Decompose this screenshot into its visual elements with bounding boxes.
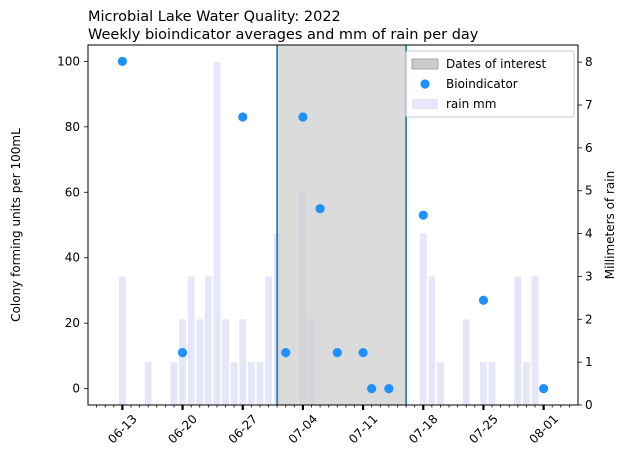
bioindicator-point — [281, 348, 291, 358]
interest-period-band — [277, 45, 407, 405]
x-tick-label: 07-11 — [346, 412, 381, 447]
rain-bar — [437, 362, 444, 405]
legend-swatch-rain — [412, 99, 438, 109]
y2-tick-label: 7 — [585, 98, 593, 112]
legend-label-rain: rain mm — [446, 97, 496, 111]
rain-bar — [480, 362, 487, 405]
legend-label-interest: Dates of interest — [446, 57, 546, 71]
x-tick-label: 07-18 — [406, 412, 441, 447]
rain-bar — [170, 362, 178, 405]
y-tick-label: 0 — [72, 382, 80, 396]
y-tick-label: 20 — [65, 316, 80, 330]
rain-bar — [144, 362, 152, 405]
bioindicator-point — [539, 384, 549, 394]
plot-frame — [87, 44, 579, 406]
y-tick-label: 80 — [65, 120, 80, 134]
rain-bar — [213, 62, 221, 406]
legend-frame — [405, 50, 575, 118]
rain-bar — [179, 319, 186, 405]
bioindicator-point — [384, 384, 394, 394]
bioindicator-point — [358, 348, 368, 358]
rain-bar — [256, 362, 264, 405]
rain-bar — [247, 362, 255, 405]
legend-marker-bioindicator — [420, 79, 430, 89]
rain-bar — [118, 276, 126, 405]
y2-tick-label: 3 — [585, 269, 593, 283]
y2-tick-label: 0 — [585, 398, 593, 412]
rain-bar — [522, 362, 530, 405]
bioindicator-point — [298, 112, 308, 122]
x-tick-label: 06-13 — [105, 412, 140, 447]
rain-bar — [222, 319, 229, 405]
bioindicator-point — [177, 348, 188, 358]
rain-bar — [196, 319, 204, 405]
bioindicator-point — [238, 112, 248, 122]
legend: Dates of interest Bioindicator rain mm — [405, 50, 575, 118]
y-tick-label: 100 — [57, 54, 80, 68]
y2-tick-label: 4 — [585, 227, 593, 241]
y2-tick-label: 2 — [585, 312, 593, 326]
legend-swatch-interest — [411, 58, 439, 70]
x-tick-label: 06-20 — [165, 412, 200, 447]
x-axis: 06-13 06-20 06-27 07-04 07-11 07-18 07-25 08-01 — [96, 405, 570, 447]
x-tick-label: 07-25 — [466, 412, 501, 447]
y-axis-right: 0 1 2 3 4 5 6 7 8 — [578, 55, 593, 412]
bioindicator-point — [332, 348, 342, 358]
rain-bar — [428, 276, 436, 405]
rain-bar — [419, 233, 427, 405]
rain-bar — [204, 276, 212, 405]
rain-bar — [531, 276, 539, 405]
rain-bar — [488, 362, 496, 405]
rain-bar — [514, 276, 522, 405]
x-tick-label: 07-04 — [286, 412, 321, 447]
rain-bar — [230, 362, 238, 405]
rain-bar — [462, 319, 470, 405]
rain-bar — [239, 319, 247, 405]
x-tick-label: 08-01 — [526, 412, 561, 447]
y2-tick-label: 8 — [585, 55, 593, 69]
y-tick-label: 40 — [65, 251, 80, 265]
y-tick-label: 60 — [65, 185, 80, 199]
y2-axis-label: Millimeters of rain — [603, 171, 617, 279]
bioindicator-points — [117, 56, 549, 394]
legend-label-bioindicator: Bioindicator — [446, 77, 518, 91]
y-axis-label: Colony forming units per 100mL — [9, 128, 23, 322]
y2-tick-label: 5 — [585, 184, 593, 198]
y-axis-left: 0 20 40 60 80 100 — [57, 54, 88, 396]
x-tick-label: 06-27 — [226, 412, 261, 447]
bioindicator-point — [315, 204, 325, 214]
y2-tick-label: 6 — [585, 141, 593, 155]
rain-bar — [265, 276, 272, 405]
chart-subtitle: Weekly bioindicator averages and mm of r… — [88, 27, 479, 43]
bioindicator-point — [478, 295, 489, 305]
bioindicator-point — [117, 56, 127, 66]
chart-title: Microbial Lake Water Quality: 2022 — [88, 9, 341, 25]
bioindicator-point — [367, 384, 377, 394]
rain-bar — [187, 276, 195, 405]
y2-tick-label: 1 — [585, 355, 593, 369]
bioindicator-point — [418, 210, 428, 220]
